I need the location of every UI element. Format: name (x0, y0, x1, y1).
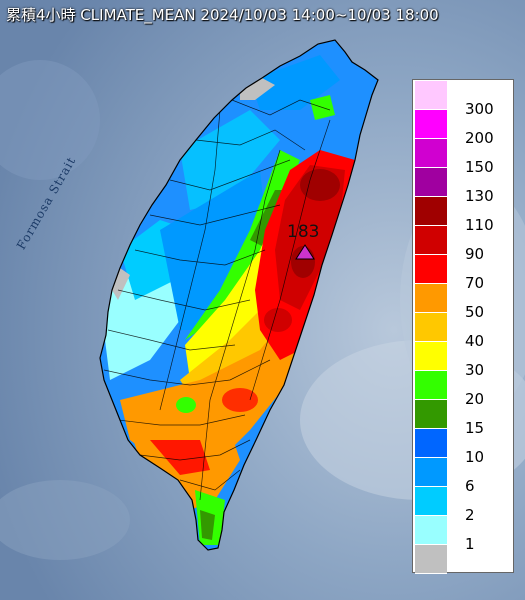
legend-swatch (415, 81, 447, 110)
legend-item: 30 (413, 342, 513, 379)
rainfall-legend: 300 200 150 130 110 90 70 50 40 30 20 15 10 6 2 1 (412, 79, 514, 574)
legend-label: 50 (465, 303, 485, 321)
legend-swatch (415, 226, 447, 255)
legend-item: 15 (413, 400, 513, 437)
legend-item: 150 (413, 139, 513, 176)
legend-label: 200 (465, 129, 494, 147)
legend-swatch (415, 255, 447, 284)
legend-item: 70 (413, 255, 513, 292)
legend-label: 40 (465, 332, 485, 350)
legend-swatch (415, 168, 447, 197)
max-triangle-icon (295, 244, 315, 260)
legend-item: 110 (413, 197, 513, 234)
legend-item: 40 (413, 313, 513, 350)
legend-item: 130 (413, 168, 513, 205)
legend-swatch (415, 458, 447, 487)
legend-label: 90 (465, 245, 485, 263)
legend-swatch (415, 284, 447, 313)
legend-swatch (415, 110, 447, 139)
legend-item: 300 (413, 81, 513, 118)
legend-label: 70 (465, 274, 485, 292)
legend-label: 150 (465, 158, 494, 176)
legend-label: 20 (465, 390, 485, 408)
legend-label: 1 (465, 535, 475, 553)
legend-label: 6 (465, 477, 475, 495)
legend-item: 2 (413, 487, 513, 524)
legend-item (413, 545, 513, 574)
map-title: 累積4小時 CLIMATE_MEAN 2024/10/03 14:00~10/0… (6, 6, 439, 24)
legend-item: 6 (413, 458, 513, 495)
legend-label: 15 (465, 419, 485, 437)
legend-label: 300 (465, 100, 494, 118)
legend-swatch (415, 400, 447, 429)
legend-item: 200 (413, 110, 513, 147)
legend-swatch (415, 516, 447, 545)
legend-item: 50 (413, 284, 513, 321)
legend-label: 2 (465, 506, 475, 524)
legend-item: 20 (413, 371, 513, 408)
legend-swatch (415, 429, 447, 458)
max-rainfall-value: 183 (287, 222, 320, 242)
legend-swatch (415, 139, 447, 168)
legend-label: 110 (465, 216, 494, 234)
legend-label: 10 (465, 448, 485, 466)
legend-swatch (415, 371, 447, 400)
legend-swatch (415, 342, 447, 371)
legend-swatch (415, 487, 447, 516)
legend-swatch (415, 197, 447, 226)
legend-swatch (415, 313, 447, 342)
legend-item: 1 (413, 516, 513, 553)
legend-label: 30 (465, 361, 485, 379)
legend-item: 10 (413, 429, 513, 466)
legend-item: 90 (413, 226, 513, 263)
legend-label: 130 (465, 187, 494, 205)
legend-swatch (415, 545, 447, 574)
